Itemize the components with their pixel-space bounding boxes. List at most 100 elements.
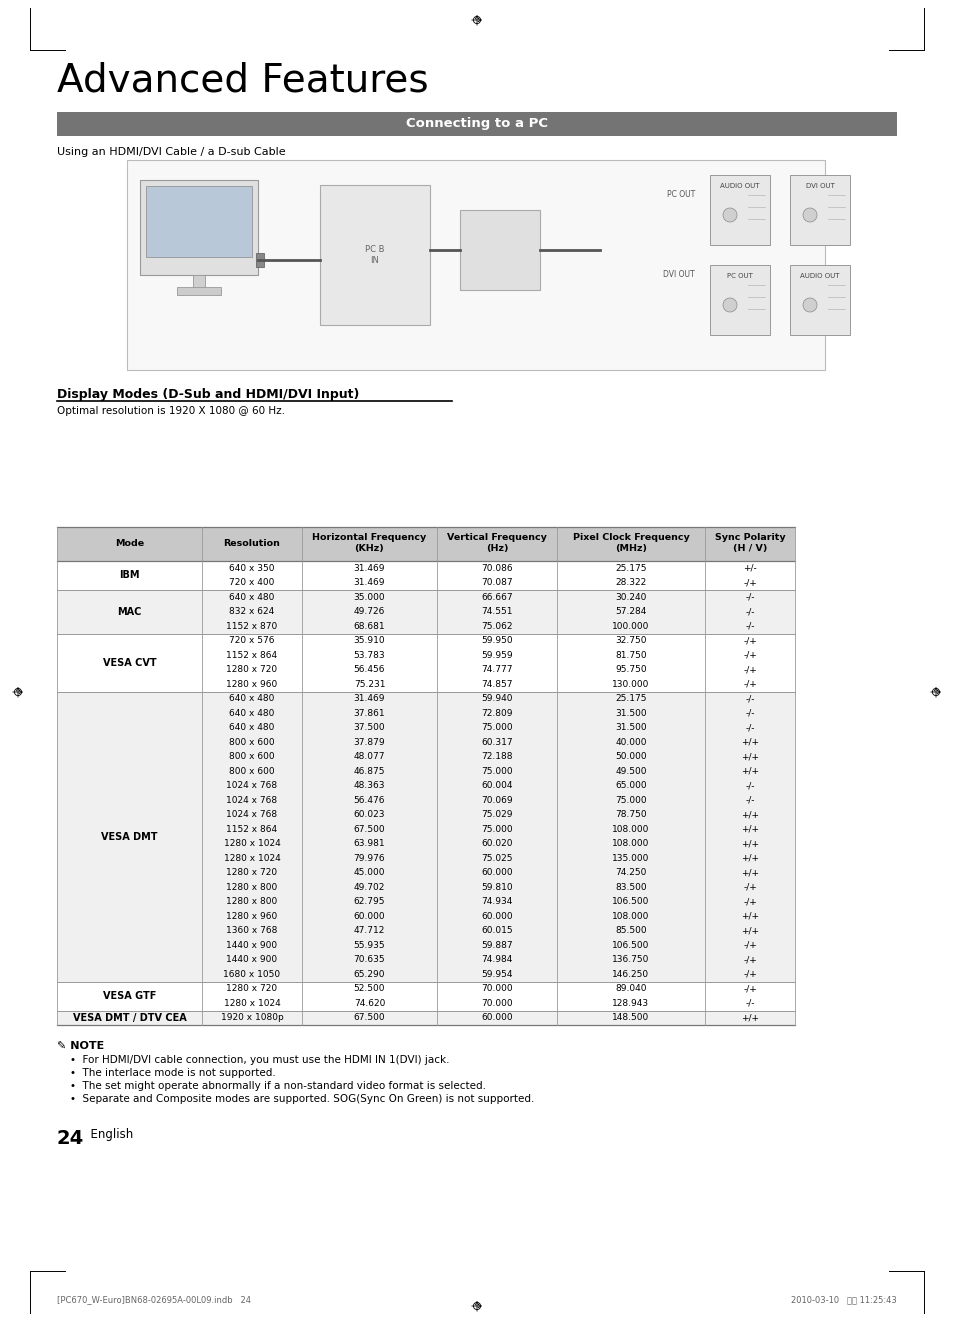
Text: 60.015: 60.015 [480, 926, 513, 935]
Text: 24: 24 [57, 1129, 84, 1148]
Text: 57.284: 57.284 [615, 608, 646, 617]
Text: 1280 x 960: 1280 x 960 [226, 911, 277, 921]
Text: 59.954: 59.954 [480, 970, 512, 979]
Text: VESA GTF: VESA GTF [103, 991, 156, 1001]
Text: 1280 x 1024: 1280 x 1024 [223, 839, 280, 848]
Text: 59.959: 59.959 [480, 651, 513, 659]
Text: Display Modes (D-Sub and HDMI/DVI Input): Display Modes (D-Sub and HDMI/DVI Input) [57, 388, 359, 402]
Text: PC B
IN: PC B IN [365, 246, 384, 264]
Bar [57, 576, 794, 590]
Text: 75.000: 75.000 [480, 766, 513, 775]
Text: 108.000: 108.000 [612, 911, 649, 921]
Text: 37.861: 37.861 [354, 709, 385, 717]
Text: (KHz): (KHz) [355, 544, 384, 553]
Text: VESA CVT: VESA CVT [103, 658, 156, 667]
Text: 48.363: 48.363 [354, 781, 385, 790]
Text: 74.620: 74.620 [354, 999, 385, 1008]
Text: 35.000: 35.000 [354, 593, 385, 602]
Text: •  Separate and Composite modes are supported. SOG(Sync On Green) is not support: • Separate and Composite modes are suppo… [70, 1094, 534, 1104]
Bar [57, 793, 794, 807]
Bar [57, 663, 794, 676]
Text: 1280 x 720: 1280 x 720 [226, 984, 277, 993]
Text: 55.935: 55.935 [354, 941, 385, 950]
Bar [57, 691, 794, 705]
Bar [57, 894, 794, 909]
Bar [57, 880, 794, 894]
Text: 62.795: 62.795 [354, 897, 385, 906]
Text: 74.777: 74.777 [480, 666, 512, 674]
Text: +/+: +/+ [740, 810, 759, 819]
Text: 1024 x 768: 1024 x 768 [226, 795, 277, 804]
Text: -/-: -/- [744, 593, 754, 602]
Bar [789, 174, 849, 244]
Bar [57, 851, 794, 865]
Text: 31.500: 31.500 [615, 724, 646, 732]
Text: 60.317: 60.317 [480, 737, 513, 746]
Text: •  The set might operate abnormally if a non-standard video format is selected.: • The set might operate abnormally if a … [70, 1081, 485, 1091]
Text: 49.702: 49.702 [354, 882, 385, 892]
Text: 2010-03-10   오전 11:25:43: 2010-03-10 오전 11:25:43 [790, 1295, 896, 1304]
Text: 1680 x 1050: 1680 x 1050 [223, 970, 280, 979]
Text: 108.000: 108.000 [612, 839, 649, 848]
Bar [57, 938, 794, 952]
Bar [57, 605, 794, 620]
Text: 46.875: 46.875 [354, 766, 385, 775]
Text: -/+: -/+ [742, 941, 756, 950]
Text: Resolution: Resolution [223, 539, 280, 548]
Bar [57, 923, 794, 938]
Text: (MHz): (MHz) [615, 544, 646, 553]
Text: 60.000: 60.000 [354, 911, 385, 921]
Text: +/+: +/+ [740, 839, 759, 848]
Text: 720 x 576: 720 x 576 [229, 637, 274, 645]
Text: -/+: -/+ [742, 984, 756, 993]
Bar [319, 185, 430, 325]
Text: -/+: -/+ [742, 897, 756, 906]
Circle shape [802, 299, 816, 312]
Bar [57, 865, 794, 880]
Text: 74.250: 74.250 [615, 868, 646, 877]
Text: English: English [83, 1128, 133, 1141]
Text: 25.175: 25.175 [615, 564, 646, 573]
Bar [57, 996, 794, 1011]
Bar [57, 807, 794, 822]
Bar [57, 909, 794, 923]
Text: 52.500: 52.500 [354, 984, 385, 993]
Bar [57, 620, 794, 634]
Text: Advanced Features: Advanced Features [57, 62, 428, 100]
Text: 81.750: 81.750 [615, 651, 646, 659]
Bar [57, 749, 794, 764]
Text: 67.500: 67.500 [354, 1013, 385, 1022]
Text: +/+: +/+ [740, 1013, 759, 1022]
Text: 70.000: 70.000 [480, 984, 513, 993]
Text: 1152 x 864: 1152 x 864 [226, 651, 277, 659]
Text: 40.000: 40.000 [615, 737, 646, 746]
Text: AUDIO OUT: AUDIO OUT [720, 184, 759, 189]
Text: 60.020: 60.020 [480, 839, 512, 848]
Bar [709, 266, 769, 336]
Text: 47.712: 47.712 [354, 926, 385, 935]
Text: 75.029: 75.029 [480, 810, 512, 819]
Text: 74.551: 74.551 [480, 608, 512, 617]
Text: 1280 x 720: 1280 x 720 [226, 868, 277, 877]
Text: -/-: -/- [744, 781, 754, 790]
Text: 74.857: 74.857 [480, 680, 512, 688]
Text: -/+: -/+ [742, 651, 756, 659]
Text: -/-: -/- [744, 795, 754, 804]
Text: -/-: -/- [744, 724, 754, 732]
Text: +/-: +/- [742, 564, 756, 573]
Circle shape [722, 207, 737, 222]
Bar [57, 734, 794, 749]
Text: 148.500: 148.500 [612, 1013, 649, 1022]
Text: Using an HDMI/DVI Cable / a D-sub Cable: Using an HDMI/DVI Cable / a D-sub Cable [57, 147, 285, 157]
Text: 78.750: 78.750 [615, 810, 646, 819]
Text: Mode: Mode [114, 539, 144, 548]
Text: 59.810: 59.810 [480, 882, 513, 892]
Text: 106.500: 106.500 [612, 897, 649, 906]
Text: 70.635: 70.635 [354, 955, 385, 964]
Text: 74.934: 74.934 [481, 897, 512, 906]
Text: -/+: -/+ [742, 882, 756, 892]
Text: +/+: +/+ [740, 853, 759, 863]
Text: +/+: +/+ [740, 752, 759, 761]
Text: [PC670_W-Euro]BN68-02695A-00L09.indb   24: [PC670_W-Euro]BN68-02695A-00L09.indb 24 [57, 1295, 251, 1304]
Text: 75.000: 75.000 [480, 824, 513, 834]
